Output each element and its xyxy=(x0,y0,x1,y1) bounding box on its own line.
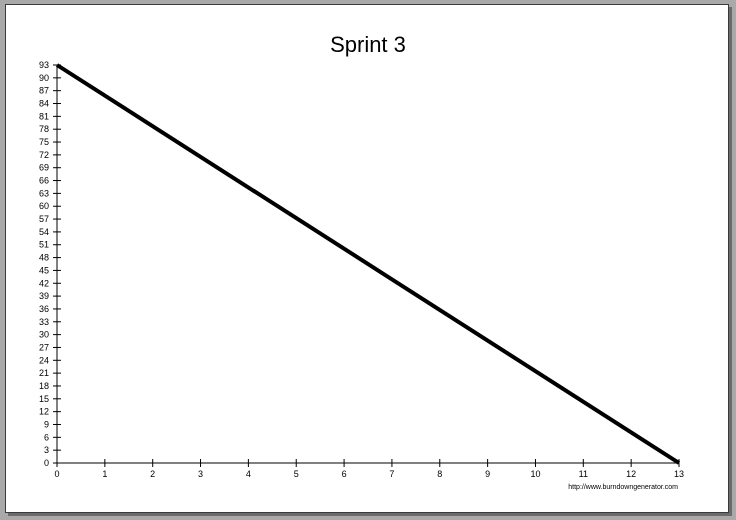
chart-title: Sprint 3 xyxy=(330,32,406,57)
x-tick-label: 0 xyxy=(54,469,59,479)
y-tick-label: 72 xyxy=(39,150,49,160)
y-tick-label: 12 xyxy=(39,407,49,417)
y-tick-label: 60 xyxy=(39,201,49,211)
x-tick-label: 2 xyxy=(150,469,155,479)
x-tick-label: 6 xyxy=(342,469,347,479)
series-layer xyxy=(55,63,681,465)
y-tick-label: 54 xyxy=(39,227,49,237)
y-tick-label: 75 xyxy=(39,137,49,147)
y-tick-label: 0 xyxy=(44,458,49,468)
y-tick-label: 27 xyxy=(39,342,49,352)
x-tick-label: 13 xyxy=(674,469,684,479)
y-tick-label: 57 xyxy=(39,214,49,224)
x-tick-label: 1 xyxy=(102,469,107,479)
y-tick-label: 15 xyxy=(39,394,49,404)
x-tick-label: 12 xyxy=(626,469,636,479)
x-tick-label: 5 xyxy=(294,469,299,479)
y-tick-label: 48 xyxy=(39,253,49,263)
y-tick-label: 66 xyxy=(39,176,49,186)
x-tick-label: 4 xyxy=(246,469,251,479)
y-tick-label: 78 xyxy=(39,124,49,134)
y-tick-label: 51 xyxy=(39,240,49,250)
axes: 0369121518212427303336394245485154576063… xyxy=(39,60,684,479)
x-tick-label: 8 xyxy=(437,469,442,479)
y-tick-label: 39 xyxy=(39,291,49,301)
y-tick-label: 45 xyxy=(39,265,49,275)
footer-url: http://www.burndowngenerator.com xyxy=(568,484,678,491)
y-tick-label: 30 xyxy=(39,330,49,340)
x-tick-label: 7 xyxy=(389,469,394,479)
y-tick-label: 84 xyxy=(39,99,49,109)
y-tick-label: 21 xyxy=(39,368,49,378)
burndown-chart: Sprint 3 0369121518212427303336394245485… xyxy=(39,32,684,491)
y-tick-label: 9 xyxy=(44,419,49,429)
x-tick-label: 3 xyxy=(198,469,203,479)
y-tick-label: 93 xyxy=(39,60,49,70)
y-tick-label: 36 xyxy=(39,304,49,314)
y-tick-label: 63 xyxy=(39,188,49,198)
y-tick-label: 33 xyxy=(39,317,49,327)
y-tick-label: 3 xyxy=(44,445,49,455)
y-tick-label: 42 xyxy=(39,278,49,288)
y-tick-label: 24 xyxy=(39,355,49,365)
series-line-burndown xyxy=(55,63,681,465)
y-tick-label: 87 xyxy=(39,86,49,96)
y-tick-label: 18 xyxy=(39,381,49,391)
y-tick-label: 69 xyxy=(39,163,49,173)
x-tick-label: 9 xyxy=(485,469,490,479)
y-tick-label: 6 xyxy=(44,432,49,442)
chart-page: Sprint 3 0 3 6 9 12 15 18 21 24 27 30 33 36 39 42 45 48 5… xyxy=(5,4,729,513)
y-tick-label: 90 xyxy=(39,73,49,83)
y-tick-label: 81 xyxy=(39,111,49,121)
x-tick-label: 11 xyxy=(579,469,588,479)
x-tick-label: 10 xyxy=(530,469,540,479)
